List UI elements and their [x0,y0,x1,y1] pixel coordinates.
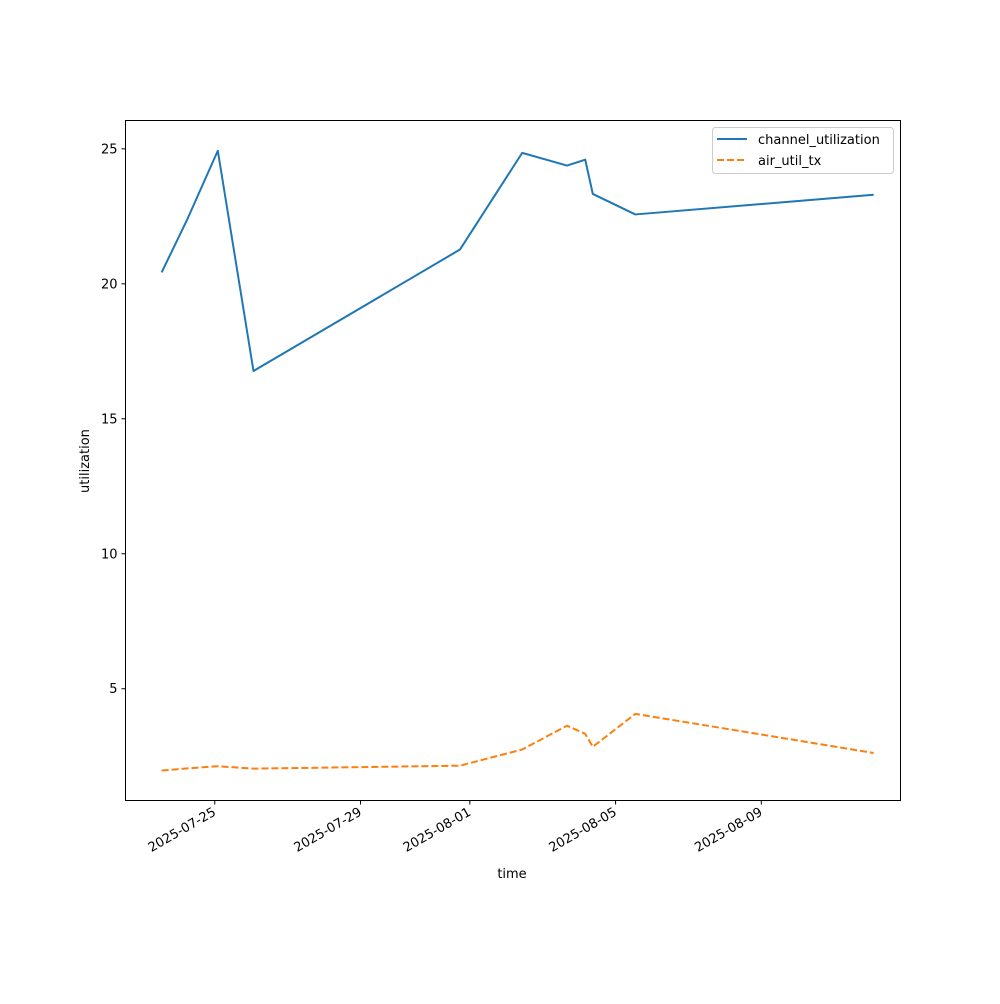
x-tick-label: 2025-08-01 [401,805,474,856]
series-line-air-util-tx [161,712,874,772]
y-tick-label: 20 [101,277,118,292]
series-line-channel-utilization [160,149,874,373]
legend-label-channel-utilization: channel_utilization [758,133,880,148]
plot-area-border [125,120,901,801]
y-tick-label: 10 [101,547,118,562]
y-axis: 5 10 15 20 25 [101,142,126,697]
legend: channel_utilization air_util_tx [712,127,894,174]
x-axis: 2025-07-25 2025-07-29 2025-08-01 2025-08-05… [146,800,765,856]
x-axis-label: time [497,867,526,882]
legend-label-air-util-tx: air_util_tx [758,154,822,169]
y-axis-label: utilization [78,429,93,493]
x-tick-label: 2025-07-25 [146,805,219,856]
legend-box [712,127,894,174]
y-tick-label: 5 [109,682,117,697]
y-tick-label: 25 [101,142,118,157]
series-lines [160,149,874,772]
y-tick-label: 15 [101,412,118,427]
x-tick-label: 2025-07-29 [292,805,365,856]
x-tick-label: 2025-08-05 [547,805,620,856]
x-tick-label: 2025-08-09 [692,805,765,856]
